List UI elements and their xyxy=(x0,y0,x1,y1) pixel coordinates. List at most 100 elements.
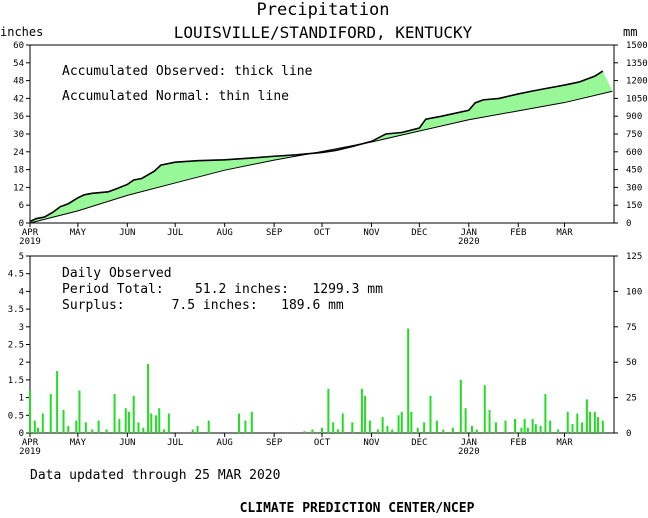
daily-bar xyxy=(576,413,579,433)
daily-bar xyxy=(127,411,130,433)
accum-ytick-label: 48 xyxy=(13,77,24,87)
daily-ytick-label: 3.5 xyxy=(8,305,24,315)
period-total: Period Total: 51.2 inches: 1299.3 mm xyxy=(62,282,383,297)
accum-month-label: OCT xyxy=(314,228,331,238)
daily-bar xyxy=(451,427,454,433)
daily-bar xyxy=(167,413,170,433)
credit: CLIMATE PREDICTION CENTER/NCEP xyxy=(240,501,475,516)
daily-bar xyxy=(364,395,367,433)
daily-bar xyxy=(336,429,339,433)
daily-bar xyxy=(381,417,384,433)
daily-bar xyxy=(75,420,78,433)
daily-bar xyxy=(464,408,467,433)
daily-bar xyxy=(400,411,403,433)
daily-bar xyxy=(557,429,560,433)
daily-bar xyxy=(470,425,473,433)
accum-month-label: APR xyxy=(22,228,39,238)
accum-y2tick-label: 900 xyxy=(626,112,642,122)
surplus-text: Surplus: 7.5 inches: 189.6 mm xyxy=(62,298,344,313)
daily-y2tick-label: 50 xyxy=(626,358,637,368)
accum-y2tick-label: 450 xyxy=(626,166,642,176)
accumulated-panel: 0612182430364248546001503004506007509001… xyxy=(13,41,648,247)
daily-y2tick-label: 125 xyxy=(626,252,642,262)
daily-bar xyxy=(155,415,158,433)
accum-y2tick-label: 0 xyxy=(626,219,631,229)
data-updated: Data updated through 25 MAR 2020 xyxy=(30,468,280,483)
daily-bar xyxy=(132,395,135,433)
accum-month-label: NOV xyxy=(363,228,380,238)
daily-ytick-label: 2 xyxy=(19,358,24,368)
daily-bar xyxy=(534,424,537,433)
accum-ytick-label: 60 xyxy=(13,41,24,51)
daily-bar xyxy=(504,420,507,433)
daily-ytick-label: 0 xyxy=(19,429,24,439)
accum-ytick-label: 18 xyxy=(13,166,24,176)
accum-y2tick-label: 1050 xyxy=(626,94,648,104)
daily-bar xyxy=(41,413,44,433)
daily-bar xyxy=(435,420,438,433)
daily-bar xyxy=(601,420,604,433)
accum-ytick-label: 42 xyxy=(13,94,24,104)
station-subtitle: LOUISVILLE/STANDIFORD, KENTUCKY xyxy=(174,23,473,42)
daily-bar xyxy=(544,394,547,433)
accum-month-label: MAR xyxy=(556,228,573,238)
accum-ytick-label: 36 xyxy=(13,112,24,122)
accum-month-label: JUL xyxy=(167,228,183,238)
daily-bar xyxy=(321,427,323,433)
daily-month-label: SEP xyxy=(266,438,283,448)
daily-bar xyxy=(475,429,478,433)
daily-bar xyxy=(207,420,210,433)
chart-title: Precipitation xyxy=(256,0,389,20)
daily-month-label: APR xyxy=(22,438,39,448)
daily-month-label: NOV xyxy=(363,438,380,448)
daily-bar xyxy=(593,411,596,433)
daily-bar xyxy=(597,417,600,433)
daily-bar xyxy=(311,429,314,433)
daily-bar xyxy=(105,429,108,433)
accum-month-label: DEC xyxy=(411,228,427,238)
accum-y2tick-label: 1350 xyxy=(626,59,648,69)
accum-month-label: JAN xyxy=(461,228,477,238)
accum-ytick-label: 6 xyxy=(19,201,24,211)
daily-bar xyxy=(386,425,389,433)
daily-bar xyxy=(191,429,194,433)
daily-ytick-label: 2.5 xyxy=(8,341,24,351)
accum-y2tick-label: 1200 xyxy=(626,77,648,87)
daily-bar xyxy=(549,420,552,433)
daily-bar xyxy=(514,418,517,433)
accum-month-label: JUN xyxy=(119,228,135,238)
daily-bar xyxy=(118,418,121,433)
daily-ytick-label: 5 xyxy=(19,252,24,262)
daily-month-label: AUG xyxy=(217,438,233,448)
accum-month-label: SEP xyxy=(266,228,283,238)
right-unit-label: mm xyxy=(623,25,637,39)
daily-bar xyxy=(327,388,330,433)
daily-y2tick-label: 0 xyxy=(626,429,631,439)
accum-ytick-label: 12 xyxy=(13,183,24,193)
daily-bar xyxy=(163,429,166,433)
daily-month-label: DEC xyxy=(411,438,427,448)
daily-title: Daily Observed xyxy=(62,266,172,281)
accum-y2tick-label: 150 xyxy=(626,201,642,211)
daily-bar xyxy=(97,420,100,433)
daily-bar xyxy=(429,395,432,433)
daily-bar xyxy=(303,431,306,433)
daily-bar xyxy=(376,429,379,433)
daily-bar xyxy=(62,409,65,433)
daily-bar xyxy=(442,429,445,433)
accum-y2tick-label: 1500 xyxy=(626,41,648,51)
daily-bar xyxy=(147,363,150,433)
daily-y2tick-label: 25 xyxy=(626,394,637,404)
daily-month-label: JUL xyxy=(167,438,183,448)
daily-bar xyxy=(124,408,127,433)
accum-month-label: FEB xyxy=(510,228,526,238)
daily-bar xyxy=(56,371,59,433)
daily-bar xyxy=(571,424,574,433)
accum-ytick-label: 24 xyxy=(13,148,24,158)
accum-y2tick-label: 750 xyxy=(626,130,642,140)
daily-ytick-label: 1 xyxy=(19,394,24,404)
daily-bar xyxy=(238,413,241,433)
daily-bar xyxy=(67,425,70,433)
daily-bar xyxy=(360,388,363,433)
